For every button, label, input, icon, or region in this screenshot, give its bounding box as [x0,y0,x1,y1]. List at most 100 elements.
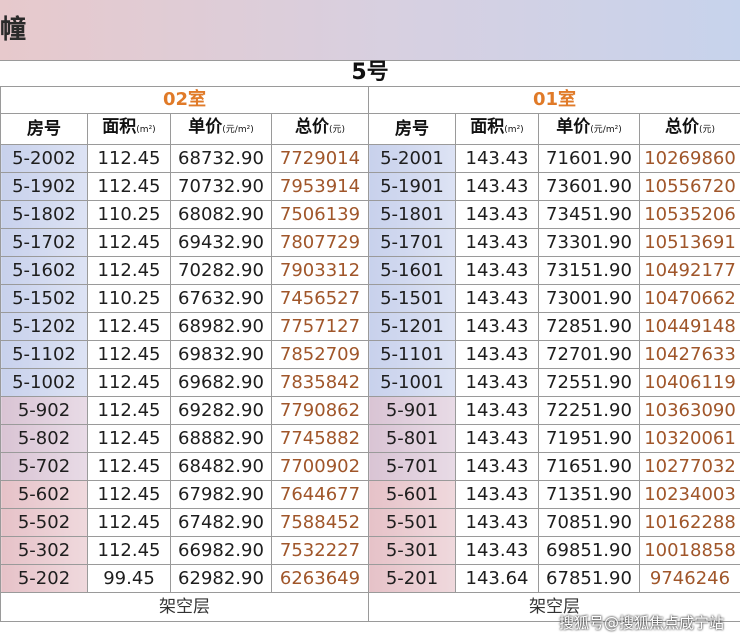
total-price-cell: 10535206 [639,200,740,229]
total-price-cell: 10363090 [639,396,740,425]
table-row: 5-1002 112.45 69682.90 7835842 5-1001 143.43 7… [0,368,740,397]
total-price-cell: 7835842 [271,368,369,397]
unit-price-cell: 69282.90 [170,396,272,425]
room-cell: 5-1601 [368,256,456,285]
table-row: 5-1202 112.45 68982.90 7757127 5-1201 143.43 7… [0,312,740,341]
area-cell: 143.43 [455,368,539,397]
area-cell: 143.43 [455,228,539,257]
area-cell: 112.45 [87,312,171,341]
price-table: 02室 01室 房号 面积(m²) 单价(元/m²) 总价(元) 房号 面积(m… [0,86,740,622]
unit-price-cell: 67632.90 [170,284,272,313]
col-room-left: 房号 [0,113,88,145]
unit-price-cell: 71651.90 [538,452,640,481]
header-band: 幢 [0,0,740,61]
room-cell: 5-902 [0,396,88,425]
room-cell: 5-1001 [368,368,456,397]
area-cell: 143.43 [455,480,539,509]
room-cell: 5-302 [0,536,88,565]
footer-left: 架空层 [0,592,369,622]
room-cell: 5-1002 [0,368,88,397]
room-cell: 5-1701 [368,228,456,257]
room-cell: 5-1902 [0,172,88,201]
area-cell: 112.45 [87,256,171,285]
area-cell: 112.45 [87,536,171,565]
unit-price-cell: 69832.90 [170,340,272,369]
total-price-cell: 7790862 [271,396,369,425]
unit-price-cell: 68082.90 [170,200,272,229]
total-price-cell: 7757127 [271,312,369,341]
table-row: 5-802 112.45 68882.90 7745882 5-801 143.43 719… [0,424,740,453]
room-cell: 5-202 [0,564,88,593]
area-cell: 143.43 [455,424,539,453]
unit-price-cell: 69432.90 [170,228,272,257]
room-cell: 5-802 [0,424,88,453]
unit-price-cell: 72251.90 [538,396,640,425]
unit-price-cell: 72701.90 [538,340,640,369]
unit-price-cell: 68882.90 [170,424,272,453]
area-cell: 112.45 [87,452,171,481]
room-cell: 5-502 [0,508,88,537]
total-price-cell: 10234003 [639,480,740,509]
total-price-cell: 10277032 [639,452,740,481]
col-total-price-right: 总价(元) [639,113,740,145]
unit-price-cell: 72851.90 [538,312,640,341]
area-cell: 112.45 [87,396,171,425]
unit-price-cell: 68482.90 [170,452,272,481]
total-price-cell: 10406119 [639,368,740,397]
unit-price-cell: 68982.90 [170,312,272,341]
table-row: 5-502 112.45 67482.90 7588452 5-501 143.43 708… [0,508,740,537]
unit-price-cell: 70282.90 [170,256,272,285]
total-price-cell: 10556720 [639,172,740,201]
area-cell: 143.43 [455,340,539,369]
unit-price-cell: 71601.90 [538,144,640,173]
room-cell: 5-1602 [0,256,88,285]
table-row: 5-1802 110.25 68082.90 7506139 5-1801 143.43 7… [0,200,740,229]
room-cell: 5-1802 [0,200,88,229]
building-label: 幢 [0,15,27,45]
area-cell: 112.45 [87,508,171,537]
area-cell: 112.45 [87,480,171,509]
room-cell: 5-1102 [0,340,88,369]
room-cell: 5-1501 [368,284,456,313]
area-cell: 143.43 [455,256,539,285]
total-price-cell: 7745882 [271,424,369,453]
unit-left-label: 02室 [0,86,369,114]
area-cell: 143.64 [455,564,539,593]
room-cell: 5-201 [368,564,456,593]
unit-price-cell: 71951.90 [538,424,640,453]
total-price-cell: 10162288 [639,508,740,537]
area-cell: 112.45 [87,424,171,453]
unit-price-cell: 66982.90 [170,536,272,565]
unit-price-cell: 72551.90 [538,368,640,397]
unit-price-cell: 69682.90 [170,368,272,397]
total-price-cell: 7903312 [271,256,369,285]
col-unit-price-right: 单价(元/m²) [538,113,640,145]
room-cell: 5-301 [368,536,456,565]
table-row: 5-1902 112.45 70732.90 7953914 5-1901 143.43 7… [0,172,740,201]
unit-price-cell: 71351.90 [538,480,640,509]
room-cell: 5-2001 [368,144,456,173]
table-row: 5-1502 110.25 67632.90 7456527 5-1501 143.43 7… [0,284,740,313]
area-cell: 143.43 [455,284,539,313]
total-price-cell: 7807729 [271,228,369,257]
data-rows: 5-2002 112.45 68732.90 7729014 5-2001 143.43 7… [0,144,740,593]
unit-price-cell: 73301.90 [538,228,640,257]
unit-price-cell: 73151.90 [538,256,640,285]
total-price-cell: 10470662 [639,284,740,313]
col-area-right: 面积(m²) [455,113,539,145]
unit-price-cell: 70851.90 [538,508,640,537]
area-cell: 112.45 [87,228,171,257]
room-cell: 5-602 [0,480,88,509]
total-price-cell: 7532227 [271,536,369,565]
area-cell: 110.25 [87,200,171,229]
unit-header-row: 02室 01室 [0,86,740,114]
total-price-cell: 7700902 [271,452,369,481]
unit-price-cell: 69851.90 [538,536,640,565]
room-cell: 5-1101 [368,340,456,369]
room-cell: 5-1201 [368,312,456,341]
table-row: 5-1602 112.45 70282.90 7903312 5-1601 143.43 7… [0,256,740,285]
col-total-price-left: 总价(元) [271,113,369,145]
footer-row: 架空层 架空层 [0,592,740,622]
total-price-cell: 7644677 [271,480,369,509]
unit-price-cell: 73001.90 [538,284,640,313]
